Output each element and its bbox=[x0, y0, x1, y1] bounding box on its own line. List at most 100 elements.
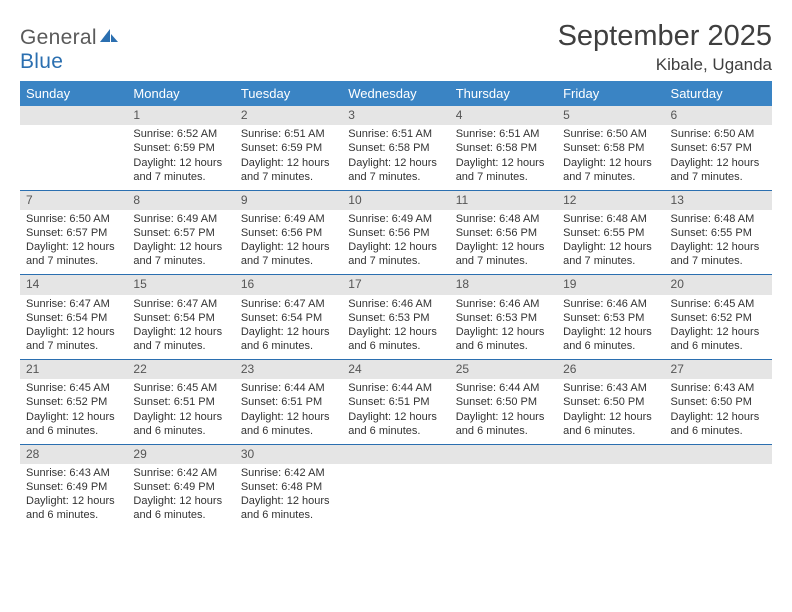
daylight-text: Daylight: 12 hours and 7 minutes. bbox=[563, 240, 658, 268]
day-number: 23 bbox=[235, 360, 342, 379]
sunset-text: Sunset: 6:57 PM bbox=[671, 141, 766, 155]
daylight-text: Daylight: 12 hours and 6 minutes. bbox=[671, 325, 766, 353]
daylight-text: Daylight: 12 hours and 6 minutes. bbox=[241, 494, 336, 522]
calendar-cell: 5Sunrise: 6:50 AMSunset: 6:58 PMDaylight… bbox=[557, 106, 664, 190]
sunrise-text: Sunrise: 6:48 AM bbox=[563, 212, 658, 226]
sunrise-text: Sunrise: 6:45 AM bbox=[26, 381, 121, 395]
day-number: 3 bbox=[342, 106, 449, 125]
daylight-text: Daylight: 12 hours and 7 minutes. bbox=[563, 156, 658, 184]
sunset-text: Sunset: 6:52 PM bbox=[26, 395, 121, 409]
calendar-cell: 9Sunrise: 6:49 AMSunset: 6:56 PMDaylight… bbox=[235, 190, 342, 275]
sunset-text: Sunset: 6:51 PM bbox=[133, 395, 228, 409]
calendar-cell: 11Sunrise: 6:48 AMSunset: 6:56 PMDayligh… bbox=[450, 190, 557, 275]
sunrise-text: Sunrise: 6:51 AM bbox=[456, 127, 551, 141]
day-details: Sunrise: 6:45 AMSunset: 6:52 PMDaylight:… bbox=[665, 295, 772, 359]
sunrise-text: Sunrise: 6:43 AM bbox=[26, 466, 121, 480]
sunrise-text: Sunrise: 6:51 AM bbox=[241, 127, 336, 141]
daylight-text: Daylight: 12 hours and 7 minutes. bbox=[241, 156, 336, 184]
sunrise-text: Sunrise: 6:50 AM bbox=[563, 127, 658, 141]
sunset-text: Sunset: 6:49 PM bbox=[133, 480, 228, 494]
sunrise-text: Sunrise: 6:51 AM bbox=[348, 127, 443, 141]
calendar-cell bbox=[557, 444, 664, 528]
day-number: 14 bbox=[20, 275, 127, 294]
calendar-cell bbox=[20, 106, 127, 190]
day-details: Sunrise: 6:44 AMSunset: 6:50 PMDaylight:… bbox=[450, 379, 557, 443]
sunset-text: Sunset: 6:53 PM bbox=[456, 311, 551, 325]
day-details: Sunrise: 6:46 AMSunset: 6:53 PMDaylight:… bbox=[342, 295, 449, 359]
daylight-text: Daylight: 12 hours and 7 minutes. bbox=[456, 240, 551, 268]
day-number bbox=[342, 445, 449, 464]
day-details: Sunrise: 6:52 AMSunset: 6:59 PMDaylight:… bbox=[127, 125, 234, 189]
sunset-text: Sunset: 6:54 PM bbox=[133, 311, 228, 325]
location: Kibale, Uganda bbox=[558, 55, 772, 75]
day-number: 9 bbox=[235, 191, 342, 210]
day-details: Sunrise: 6:42 AMSunset: 6:49 PMDaylight:… bbox=[127, 464, 234, 528]
day-details: Sunrise: 6:50 AMSunset: 6:57 PMDaylight:… bbox=[665, 125, 772, 189]
day-number: 10 bbox=[342, 191, 449, 210]
weekday-monday: Monday bbox=[127, 81, 234, 106]
calendar-cell: 13Sunrise: 6:48 AMSunset: 6:55 PMDayligh… bbox=[665, 190, 772, 275]
daylight-text: Daylight: 12 hours and 6 minutes. bbox=[26, 410, 121, 438]
sunrise-text: Sunrise: 6:46 AM bbox=[563, 297, 658, 311]
calendar-cell bbox=[342, 444, 449, 528]
calendar-cell: 24Sunrise: 6:44 AMSunset: 6:51 PMDayligh… bbox=[342, 360, 449, 445]
day-number: 7 bbox=[20, 191, 127, 210]
calendar-cell bbox=[450, 444, 557, 528]
day-number: 29 bbox=[127, 445, 234, 464]
sunset-text: Sunset: 6:59 PM bbox=[133, 141, 228, 155]
day-number: 12 bbox=[557, 191, 664, 210]
logo: GeneralBlue bbox=[20, 26, 119, 74]
daylight-text: Daylight: 12 hours and 6 minutes. bbox=[133, 494, 228, 522]
month-title: September 2025 bbox=[558, 20, 772, 53]
daylight-text: Daylight: 12 hours and 7 minutes. bbox=[456, 156, 551, 184]
sunrise-text: Sunrise: 6:47 AM bbox=[241, 297, 336, 311]
calendar-cell: 12Sunrise: 6:48 AMSunset: 6:55 PMDayligh… bbox=[557, 190, 664, 275]
day-number bbox=[450, 445, 557, 464]
day-details: Sunrise: 6:50 AMSunset: 6:58 PMDaylight:… bbox=[557, 125, 664, 189]
day-details: Sunrise: 6:51 AMSunset: 6:58 PMDaylight:… bbox=[450, 125, 557, 189]
day-details: Sunrise: 6:49 AMSunset: 6:56 PMDaylight:… bbox=[235, 210, 342, 274]
day-details: Sunrise: 6:45 AMSunset: 6:52 PMDaylight:… bbox=[20, 379, 127, 443]
sunrise-text: Sunrise: 6:49 AM bbox=[133, 212, 228, 226]
day-details: Sunrise: 6:51 AMSunset: 6:58 PMDaylight:… bbox=[342, 125, 449, 189]
day-number: 19 bbox=[557, 275, 664, 294]
calendar-row: 21Sunrise: 6:45 AMSunset: 6:52 PMDayligh… bbox=[20, 360, 772, 445]
sunrise-text: Sunrise: 6:45 AM bbox=[133, 381, 228, 395]
day-number: 15 bbox=[127, 275, 234, 294]
calendar-cell: 6Sunrise: 6:50 AMSunset: 6:57 PMDaylight… bbox=[665, 106, 772, 190]
day-number: 20 bbox=[665, 275, 772, 294]
day-details: Sunrise: 6:42 AMSunset: 6:48 PMDaylight:… bbox=[235, 464, 342, 528]
sunrise-text: Sunrise: 6:47 AM bbox=[133, 297, 228, 311]
calendar-cell: 30Sunrise: 6:42 AMSunset: 6:48 PMDayligh… bbox=[235, 444, 342, 528]
calendar-cell: 21Sunrise: 6:45 AMSunset: 6:52 PMDayligh… bbox=[20, 360, 127, 445]
day-details: Sunrise: 6:43 AMSunset: 6:50 PMDaylight:… bbox=[557, 379, 664, 443]
logo-word-1: General bbox=[20, 26, 97, 49]
sunset-text: Sunset: 6:49 PM bbox=[26, 480, 121, 494]
day-number: 17 bbox=[342, 275, 449, 294]
calendar-cell: 19Sunrise: 6:46 AMSunset: 6:53 PMDayligh… bbox=[557, 275, 664, 360]
day-number: 24 bbox=[342, 360, 449, 379]
day-details: Sunrise: 6:43 AMSunset: 6:50 PMDaylight:… bbox=[665, 379, 772, 443]
day-number: 26 bbox=[557, 360, 664, 379]
sunrise-text: Sunrise: 6:44 AM bbox=[241, 381, 336, 395]
sunrise-text: Sunrise: 6:46 AM bbox=[348, 297, 443, 311]
calendar-cell: 16Sunrise: 6:47 AMSunset: 6:54 PMDayligh… bbox=[235, 275, 342, 360]
calendar-cell: 2Sunrise: 6:51 AMSunset: 6:59 PMDaylight… bbox=[235, 106, 342, 190]
sunrise-text: Sunrise: 6:50 AM bbox=[671, 127, 766, 141]
calendar-cell: 3Sunrise: 6:51 AMSunset: 6:58 PMDaylight… bbox=[342, 106, 449, 190]
sunset-text: Sunset: 6:56 PM bbox=[348, 226, 443, 240]
logo-word-2: Blue bbox=[20, 50, 63, 73]
calendar-cell: 17Sunrise: 6:46 AMSunset: 6:53 PMDayligh… bbox=[342, 275, 449, 360]
sunrise-text: Sunrise: 6:49 AM bbox=[348, 212, 443, 226]
sunset-text: Sunset: 6:50 PM bbox=[671, 395, 766, 409]
day-details bbox=[450, 464, 557, 526]
title-block: September 2025 Kibale, Uganda bbox=[558, 20, 772, 75]
weekday-wednesday: Wednesday bbox=[342, 81, 449, 106]
calendar-row: 14Sunrise: 6:47 AMSunset: 6:54 PMDayligh… bbox=[20, 275, 772, 360]
sunset-text: Sunset: 6:58 PM bbox=[348, 141, 443, 155]
calendar-cell: 28Sunrise: 6:43 AMSunset: 6:49 PMDayligh… bbox=[20, 444, 127, 528]
sunset-text: Sunset: 6:56 PM bbox=[456, 226, 551, 240]
sunrise-text: Sunrise: 6:48 AM bbox=[671, 212, 766, 226]
day-number: 30 bbox=[235, 445, 342, 464]
weekday-saturday: Saturday bbox=[665, 81, 772, 106]
